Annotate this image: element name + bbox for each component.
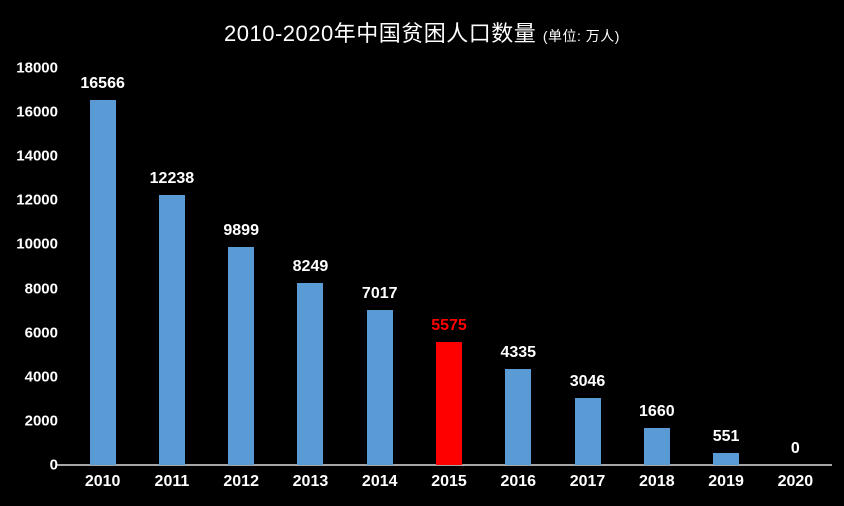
y-axis-tick-label: 8000: [24, 280, 58, 298]
x-axis-tick-label-2011: 2011: [154, 473, 190, 490]
value-label-2010: 16566: [80, 74, 125, 92]
x-axis-tick-label-2013: 2013: [292, 473, 329, 490]
x-axis-tick-label-2016: 2016: [500, 473, 537, 490]
value-label-2019: 551: [712, 427, 740, 445]
x-axis-tick-label-2015: 2015: [431, 473, 467, 490]
x-axis-tick-label-2010: 2010: [84, 473, 121, 490]
y-axis-tick-label: 10000: [16, 235, 58, 253]
y-axis-tick-label: 16000: [16, 103, 58, 121]
value-label-2012: 9899: [223, 221, 259, 239]
x-axis-tick-label-2018: 2018: [639, 473, 675, 490]
y-axis-tick-label: 4000: [24, 368, 58, 386]
bar-2013: [297, 283, 324, 465]
bar-2019: [713, 452, 740, 465]
chart-title: 2010-2020年中国贫困人口数量 (单位: 万人): [0, 16, 844, 48]
bar-2012: [228, 246, 255, 465]
y-axis-tick-label: 14000: [16, 147, 58, 165]
x-axis-tick-label-2019: 2019: [708, 473, 744, 490]
plot-area: 16566 12238 9899 8249 7017 5575 4335 3046 1660 55…: [56, 68, 832, 466]
bar-2016: [505, 369, 532, 465]
bar-2010: [89, 99, 116, 465]
bar-2014: [366, 310, 393, 465]
y-axis-tick-label: 2000: [24, 412, 58, 430]
bar-2018: [643, 428, 670, 465]
y-axis-tick-label: 6000: [24, 324, 58, 342]
value-label-2020: 0: [790, 440, 800, 457]
bar-2017: [574, 397, 601, 465]
x-axis-tick-label-2012: 2012: [223, 473, 259, 490]
x-axis-tick-label-2014: 2014: [361, 473, 398, 490]
y-axis-tick-label: 0: [49, 456, 58, 474]
value-label-2013: 8249: [292, 258, 329, 276]
y-axis-tick-label: 18000: [16, 59, 58, 77]
chart-title-unit: (单位: 万人): [542, 28, 620, 44]
y-axis-tick-label: 12000: [16, 191, 58, 209]
value-label-2018: 1660: [639, 403, 675, 421]
bar-2011: [158, 195, 185, 465]
chart-title-text: 2010-2020年中国贫困人口数量: [224, 21, 537, 46]
value-label-2017: 3046: [569, 372, 606, 390]
x-axis-line: [56, 464, 832, 466]
x-axis-tick-label-2017: 2017: [569, 473, 606, 490]
bar-2015: [436, 342, 462, 465]
x-axis-tick-label-2020: 2020: [777, 473, 814, 490]
value-label-2011: 12238: [149, 170, 195, 188]
value-label-2016: 4335: [500, 344, 537, 362]
value-label-2015: 5575: [431, 317, 467, 335]
value-label-2014: 7017: [361, 285, 398, 303]
